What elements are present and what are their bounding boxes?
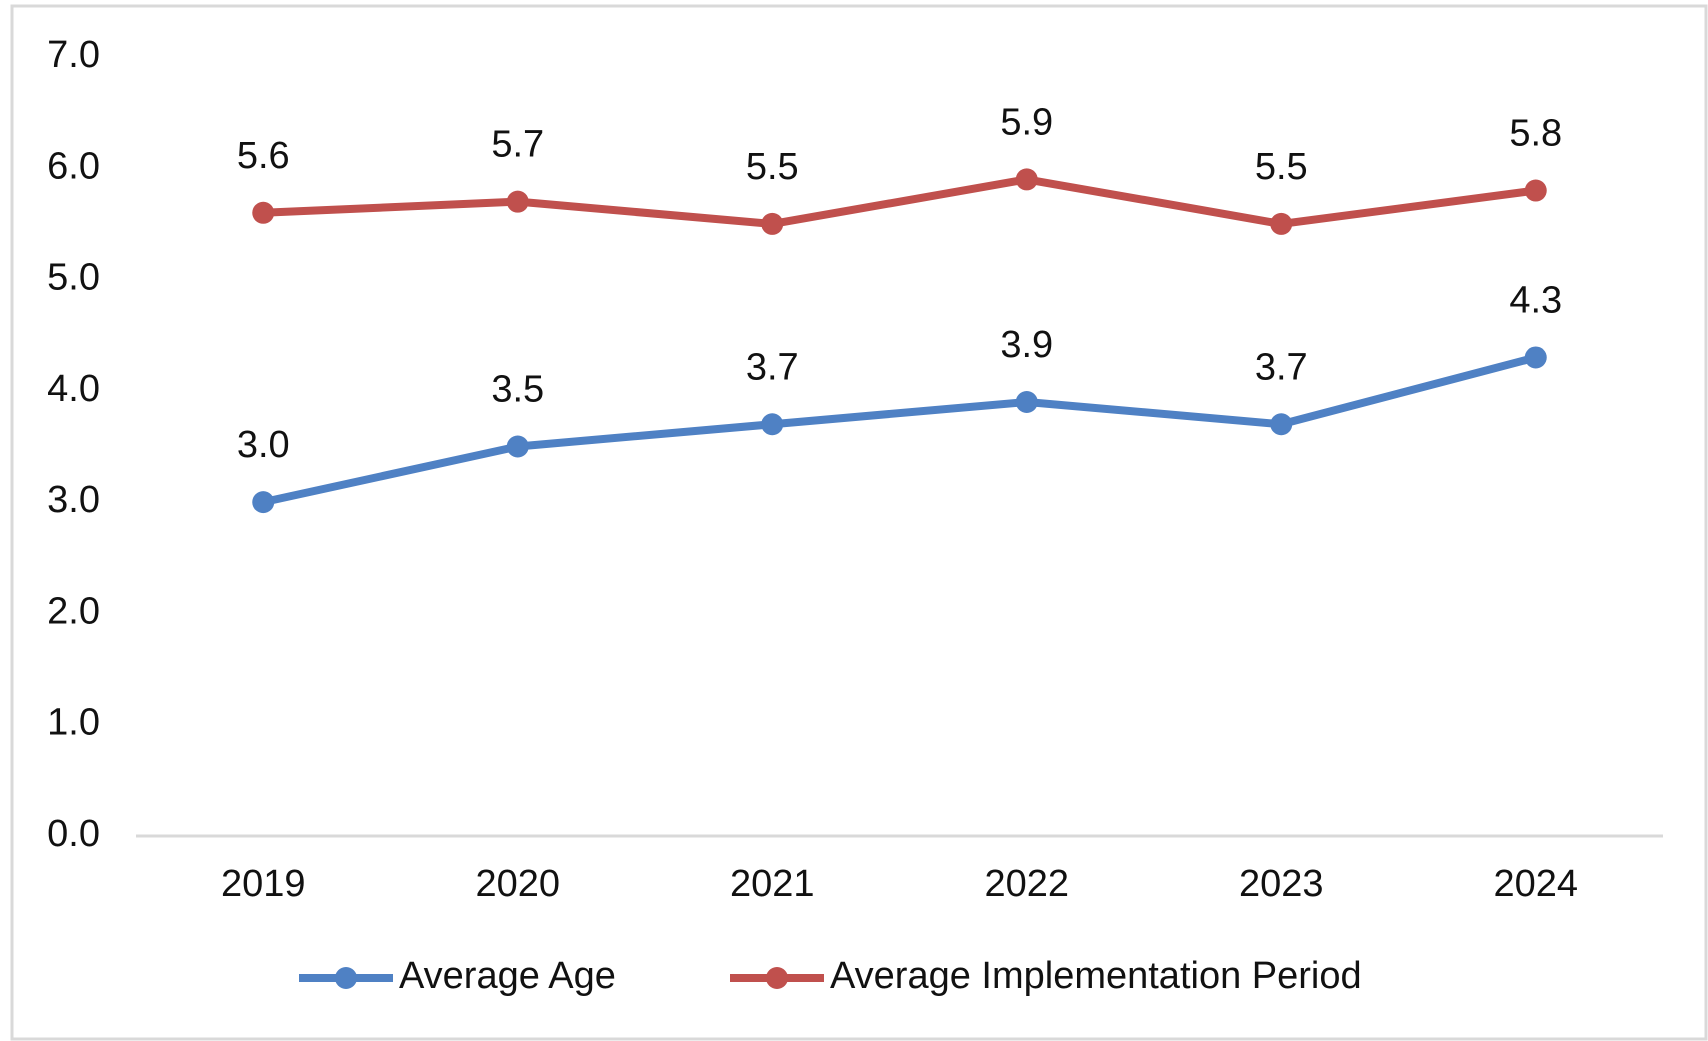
legend-label: Average Implementation Period: [830, 955, 1362, 997]
point-marker: [252, 491, 275, 514]
y-tick-label: 0.0: [47, 813, 100, 855]
y-tick-label: 1.0: [47, 702, 100, 744]
y-tick-label: 7.0: [47, 34, 100, 76]
data-label: 5.7: [491, 124, 544, 166]
data-label: 5.9: [1000, 101, 1053, 143]
x-tick-label: 2024: [1493, 863, 1578, 905]
y-tick-label: 6.0: [47, 145, 100, 187]
data-label: 5.5: [746, 146, 799, 188]
data-label: 5.8: [1509, 113, 1562, 155]
point-marker: [1524, 179, 1547, 202]
series-line: [263, 175, 1537, 228]
series-line: [262, 353, 1537, 507]
y-tick-label: 2.0: [47, 590, 100, 632]
x-tick-label: 2023: [1239, 863, 1324, 905]
point-marker: [761, 212, 784, 235]
data-label: 3.7: [746, 346, 799, 388]
data-label: 3.7: [1255, 346, 1308, 388]
y-tick-label: 4.0: [47, 368, 100, 410]
legend-marker: [766, 967, 788, 989]
point-marker: [761, 413, 784, 436]
legend-marker: [335, 967, 357, 989]
point-marker: [1524, 346, 1547, 369]
point-marker: [252, 201, 275, 224]
point-marker: [1270, 212, 1293, 235]
point-marker: [1015, 168, 1038, 191]
legend-label: Average Age: [399, 955, 616, 997]
point-marker: [506, 435, 529, 458]
x-tick-label: 2020: [475, 863, 560, 905]
data-label: 5.6: [237, 135, 290, 177]
x-tick-label: 2022: [984, 863, 1069, 905]
data-label: 5.5: [1255, 146, 1308, 188]
data-label: 3.0: [237, 424, 290, 466]
x-tick-label: 2021: [730, 863, 815, 905]
point-marker: [1270, 413, 1293, 436]
data-label: 3.9: [1000, 324, 1053, 366]
point-marker: [1015, 390, 1038, 413]
chart-frame: [10, 4, 1708, 1041]
y-tick-label: 5.0: [47, 257, 100, 299]
data-label: 3.5: [491, 369, 544, 411]
data-label: 4.3: [1509, 280, 1562, 322]
y-tick-label: 3.0: [47, 479, 100, 521]
x-tick-label: 2019: [221, 863, 306, 905]
point-marker: [506, 190, 529, 213]
